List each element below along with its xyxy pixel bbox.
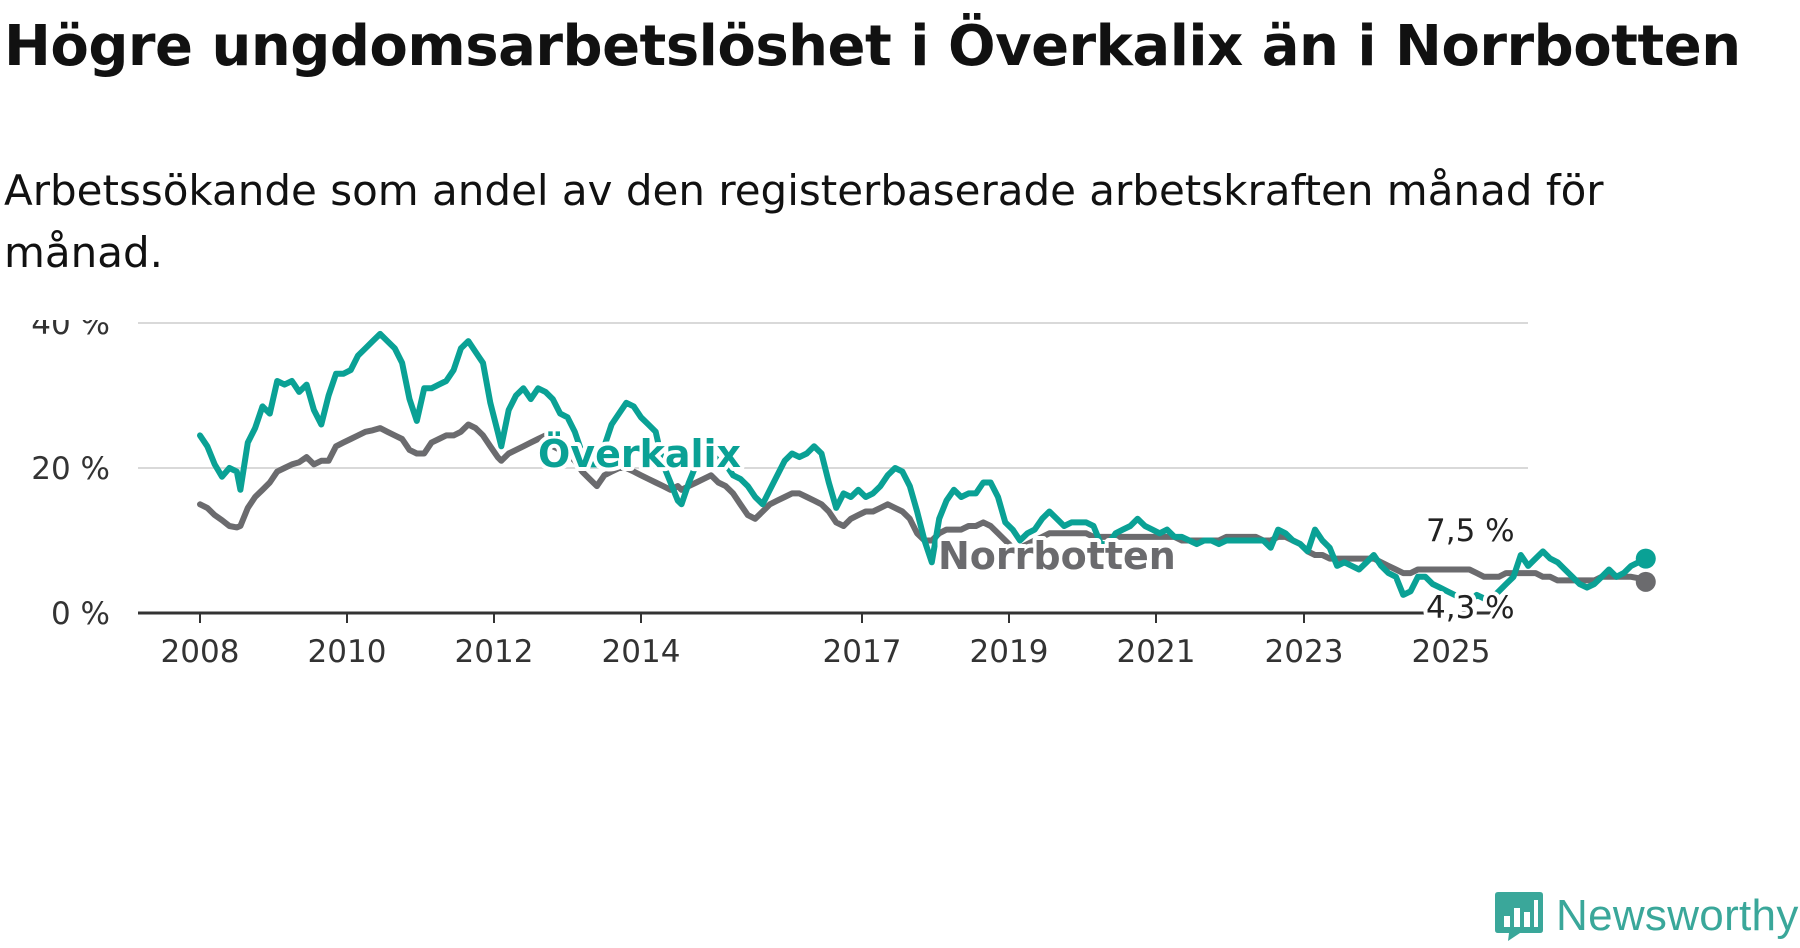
x-tick-label: 2025 — [1412, 634, 1491, 670]
y-axis-tick-labels: 0 % 20 % 40 % — [31, 320, 110, 632]
end-value-label-overkalix: 7,5 % — [1426, 513, 1515, 549]
chart-subtitle: Arbetssökande som andel av den registerb… — [4, 166, 1604, 277]
series-labels: Överkalix Norrbotten 7,5 % 4,3 % — [534, 428, 1519, 630]
series-end-point — [1635, 571, 1656, 592]
series-line--verkalix — [197, 330, 1649, 606]
x-tick-label: 2008 — [161, 634, 240, 670]
newsworthy-logo: Newsworthy — [1494, 890, 1799, 942]
x-tick-label: 2023 — [1265, 634, 1344, 670]
series-end-point — [1635, 548, 1656, 569]
series-line-norrbotten — [197, 421, 1649, 585]
series-label-norrbotten: Norrbotten — [938, 534, 1176, 578]
newsworthy-logo-icon — [1495, 892, 1543, 941]
y-tick-label: 20 % — [31, 451, 110, 487]
x-tick-label: 2012 — [455, 634, 534, 670]
series-label-overkalix: Överkalix — [538, 432, 741, 476]
end-value-label-norrbotten: 4,3 % — [1426, 590, 1515, 626]
x-tick-label: 2017 — [823, 634, 902, 670]
x-tick-label: 2010 — [308, 634, 387, 670]
x-tick-label: 2019 — [970, 634, 1049, 670]
x-axis: 2008 2010 2012 2014 2017 2019 2021 2023 2025 — [138, 611, 1503, 670]
series-lines — [197, 330, 1656, 606]
x-tick-label: 2021 — [1117, 634, 1196, 670]
x-tick-label: 2014 — [602, 634, 681, 670]
y-tick-label: 40 % — [31, 320, 110, 342]
gridlines — [138, 322, 1528, 469]
line-chart: 0 % 20 % 40 % 2008 2010 2012 2014 2017 2019 2021… — [31, 320, 1656, 670]
chart-title: Högre ungdomsarbetslöshet i Överkalix än… — [4, 14, 1741, 79]
newsworthy-logo-text: Newsworthy — [1556, 891, 1799, 940]
y-tick-label: 0 % — [51, 596, 110, 632]
